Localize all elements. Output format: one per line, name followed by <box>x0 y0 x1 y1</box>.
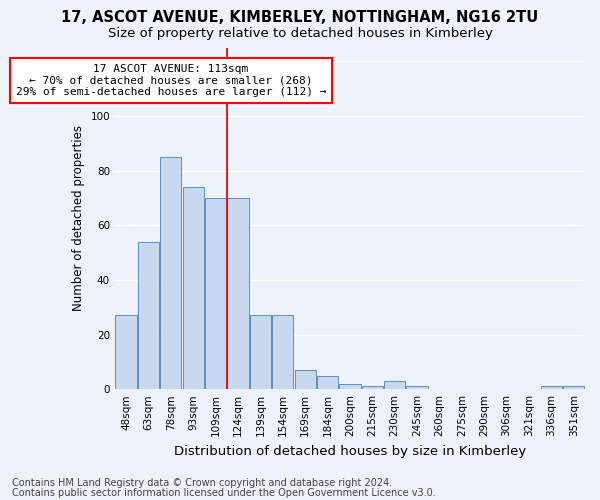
Bar <box>272 316 293 389</box>
Bar <box>406 386 428 389</box>
Bar <box>250 316 271 389</box>
Bar <box>295 370 316 389</box>
Bar <box>115 316 137 389</box>
Text: Contains HM Land Registry data © Crown copyright and database right 2024.: Contains HM Land Registry data © Crown c… <box>12 478 392 488</box>
Bar <box>563 386 584 389</box>
Text: Size of property relative to detached houses in Kimberley: Size of property relative to detached ho… <box>107 28 493 40</box>
Bar <box>205 198 226 389</box>
Bar <box>317 376 338 389</box>
Bar <box>182 187 204 389</box>
Text: 17, ASCOT AVENUE, KIMBERLEY, NOTTINGHAM, NG16 2TU: 17, ASCOT AVENUE, KIMBERLEY, NOTTINGHAM,… <box>61 10 539 25</box>
Bar <box>362 386 383 389</box>
Bar <box>340 384 361 389</box>
Bar <box>227 198 248 389</box>
Bar <box>384 381 406 389</box>
Bar <box>160 157 181 389</box>
Y-axis label: Number of detached properties: Number of detached properties <box>72 126 85 312</box>
X-axis label: Distribution of detached houses by size in Kimberley: Distribution of detached houses by size … <box>174 444 526 458</box>
Text: 17 ASCOT AVENUE: 113sqm
← 70% of detached houses are smaller (268)
29% of semi-d: 17 ASCOT AVENUE: 113sqm ← 70% of detache… <box>16 64 326 97</box>
Bar <box>138 242 159 389</box>
Text: Contains public sector information licensed under the Open Government Licence v3: Contains public sector information licen… <box>12 488 436 498</box>
Bar <box>541 386 562 389</box>
